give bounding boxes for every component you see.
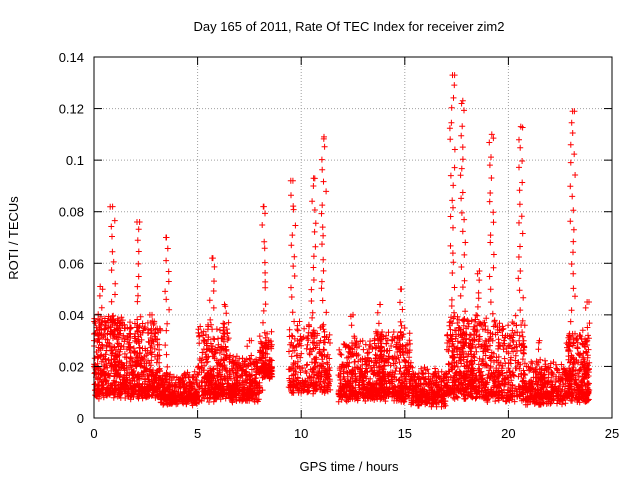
y-tick-label: 0.04 [59, 308, 84, 323]
y-tick-label: 0.12 [59, 102, 84, 117]
x-tick-label: 20 [501, 426, 515, 441]
y-axis-label: ROTI / TECUs [6, 196, 21, 280]
plot-frame [93, 56, 613, 419]
y-tick-label: 0.14 [59, 50, 84, 65]
x-tick-label: 0 [90, 426, 97, 441]
y-tick-label: 0.06 [59, 256, 84, 271]
y-tick-label: 0.1 [66, 153, 84, 168]
x-axis-label: GPS time / hours [300, 459, 399, 474]
x-tick-label: 10 [294, 426, 308, 441]
roti-markers [91, 72, 593, 410]
grid-lines [94, 57, 612, 418]
x-tick-label: 25 [605, 426, 619, 441]
y-tick-label: 0.02 [59, 359, 84, 374]
y-tick-label: 0.08 [59, 205, 84, 220]
chart-title: Day 165 of 2011, Rate Of TEC Index for r… [194, 19, 505, 34]
x-tick-label: 15 [398, 426, 412, 441]
data-points [91, 72, 593, 410]
y-axis-ticks: 0 0.02 0.04 0.06 0.08 0.1 0.12 0.14 [59, 50, 612, 426]
x-axis-ticks: 0 5 10 15 20 25 [90, 57, 619, 441]
y-tick-label: 0 [77, 411, 84, 426]
x-tick-label: 5 [194, 426, 201, 441]
